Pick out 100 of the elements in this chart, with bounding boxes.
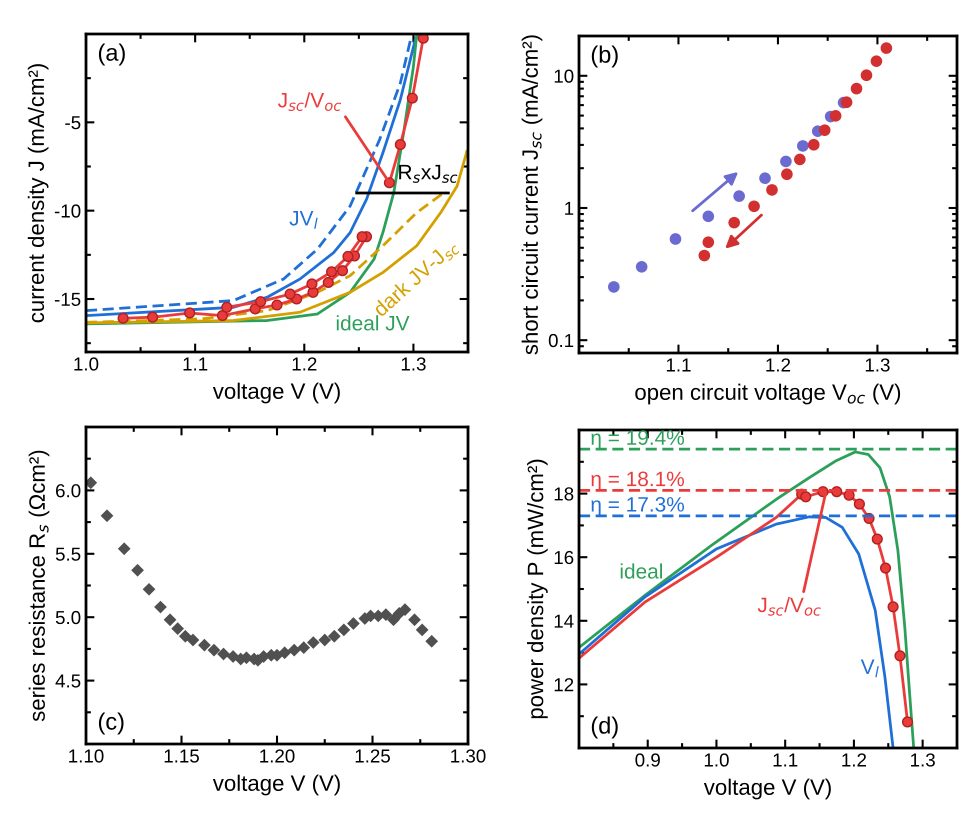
point <box>356 231 368 242</box>
series-label: V$_{l}$ <box>860 660 879 678</box>
point <box>250 303 261 314</box>
annotation: (b) <box>592 46 618 68</box>
y-axis-title: power density P (mW/cm²) <box>527 460 548 718</box>
point <box>748 200 760 212</box>
point <box>118 312 129 324</box>
point <box>794 154 806 166</box>
point <box>894 650 906 662</box>
point <box>184 307 196 319</box>
point <box>216 310 228 322</box>
point <box>880 562 892 574</box>
point <box>118 542 131 556</box>
point <box>347 617 360 630</box>
point <box>147 312 158 323</box>
annotation: J$_{sc}$/V$_{oc}$ <box>278 92 342 111</box>
y-tick-label: -15 <box>54 292 80 306</box>
point <box>728 216 740 228</box>
point <box>670 233 682 245</box>
point <box>154 600 167 614</box>
point <box>888 601 899 612</box>
point <box>337 624 350 636</box>
x-axis-title: voltage V (V) <box>212 382 340 404</box>
point <box>326 266 338 278</box>
x-tick-label: 1.3 <box>402 357 426 371</box>
x-tick-label: 1.1 <box>774 754 798 766</box>
point <box>766 184 778 196</box>
y-tick-label: 10 <box>554 69 574 83</box>
x-tick-label: 1.3 <box>866 358 890 372</box>
y-axis-title: current density J (mA/cm²) <box>28 64 48 322</box>
point <box>131 564 144 577</box>
point <box>178 630 192 643</box>
point <box>394 139 406 150</box>
point <box>780 156 792 168</box>
point <box>278 646 292 660</box>
x-tick-label: 1.3 <box>911 753 935 767</box>
x-tick-label: 0.9 <box>635 753 660 767</box>
point <box>387 613 400 626</box>
point <box>86 476 98 490</box>
point <box>198 638 211 652</box>
point <box>408 613 421 626</box>
point <box>284 288 296 300</box>
point <box>255 296 266 308</box>
x-axis-title: voltage V (V) <box>704 778 831 800</box>
annotation: (d) <box>592 716 618 738</box>
point <box>318 634 332 646</box>
point <box>608 281 620 293</box>
y-tick-label: 0.1 <box>548 334 574 348</box>
point <box>142 582 156 596</box>
point <box>380 608 392 622</box>
point <box>808 138 820 151</box>
x-tick-label: 1.25 <box>356 749 390 763</box>
point <box>850 82 862 94</box>
y-tick-label: -10 <box>54 204 80 218</box>
y-tick-label: 5.0 <box>56 610 80 624</box>
x-tick-label: 1.0 <box>704 753 729 767</box>
y-tick-label: 12 <box>554 678 574 692</box>
point <box>171 622 184 635</box>
x-axis-title: voltage V (V) <box>212 774 340 796</box>
point <box>288 644 301 657</box>
point <box>733 190 745 202</box>
point <box>100 509 114 522</box>
point <box>306 636 320 649</box>
y-tick-label: 16 <box>554 550 574 564</box>
ref-line-label: η = 17.3% <box>591 496 684 516</box>
point <box>164 613 176 626</box>
point <box>336 265 348 276</box>
point <box>797 140 809 152</box>
point <box>872 534 883 545</box>
y-tick-label: 14 <box>554 614 574 628</box>
y-tick-label: 5.5 <box>56 548 80 561</box>
point <box>698 250 710 262</box>
point <box>271 299 283 311</box>
series-label: ideal JV <box>336 315 410 331</box>
point <box>342 250 354 262</box>
y-tick-label: 18 <box>554 487 574 501</box>
point <box>186 634 200 646</box>
point <box>406 92 418 104</box>
y-tick-label: -5 <box>65 116 80 130</box>
y-tick-label: 1 <box>565 202 574 215</box>
y-tick-label: 6.0 <box>56 484 80 498</box>
point <box>297 641 310 654</box>
point <box>880 42 892 54</box>
x-tick-label: 1.30 <box>451 749 486 763</box>
ref-line-label: η = 19.4% <box>591 430 684 450</box>
x-tick-label: 1.1 <box>666 358 691 372</box>
point <box>217 648 230 660</box>
x-tick-label: 1.15 <box>164 750 199 763</box>
x-tick-label: 1.2 <box>292 357 316 370</box>
series-label: ideal <box>620 563 662 579</box>
y-tick-label: 4.5 <box>56 674 80 688</box>
x-tick-label: 1.0 <box>74 357 98 371</box>
point <box>425 634 438 648</box>
point <box>902 716 914 728</box>
point <box>854 498 865 510</box>
point <box>818 124 831 136</box>
point <box>860 69 872 82</box>
point <box>830 110 842 122</box>
y-axis-title: series resistance R$_{s}$ (Ωcm²) <box>28 450 50 722</box>
x-tick-label: 1.2 <box>842 753 866 766</box>
